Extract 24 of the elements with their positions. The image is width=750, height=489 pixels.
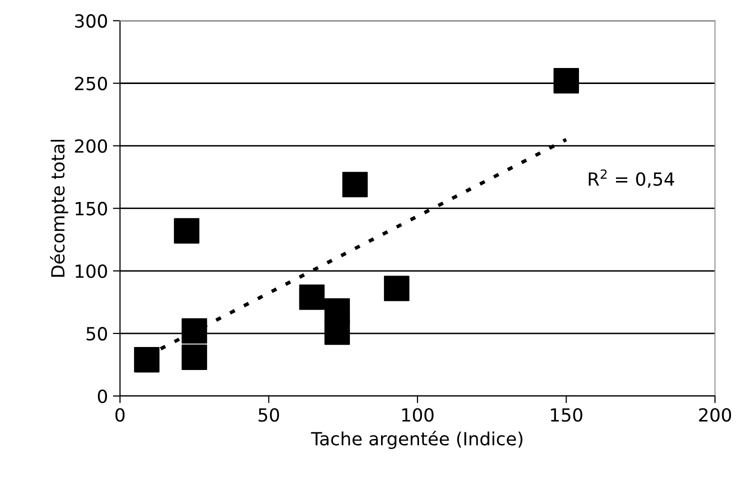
y-tick-label: 200 [75, 139, 107, 153]
x-tick-label: 200 [699, 408, 732, 422]
point [174, 218, 200, 244]
point [554, 68, 579, 94]
point [134, 347, 160, 372]
y-tick-label: 0 [98, 389, 107, 404]
y-tick-label: 250 [75, 76, 107, 90]
point [299, 284, 325, 310]
x-tick-label: 0 [115, 408, 125, 422]
y-tick-label: 300 [75, 14, 107, 28]
point [342, 172, 368, 198]
y-tick-label: 50 [86, 326, 107, 341]
point [182, 344, 208, 370]
point [182, 318, 208, 344]
x-tick-label: 50 [258, 408, 280, 422]
y-tick-label: 100 [76, 264, 107, 278]
point [384, 276, 410, 302]
point [324, 319, 350, 345]
y-tick-label: 150 [76, 202, 107, 216]
x-axis-title: Tache argentée (Indice) [310, 430, 522, 450]
x-tick-label: 150 [551, 408, 582, 422]
x-tick-label: 100 [402, 408, 434, 422]
annotation: R$^{2}$ = 0,54 [588, 169, 674, 188]
y-axis-title: Décompte total [50, 140, 68, 277]
